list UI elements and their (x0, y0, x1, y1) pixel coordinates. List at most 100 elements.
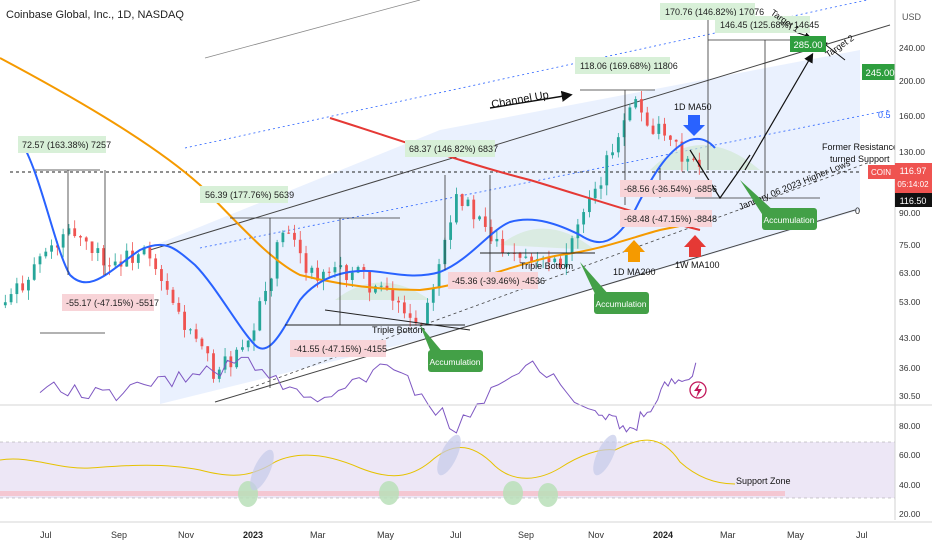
channel-upper-line (149, 24, 891, 251)
candle-body (588, 198, 591, 213)
candle-body (96, 248, 100, 253)
price-tick-130: 130.00 (899, 147, 925, 157)
candle-body (368, 271, 372, 293)
accumulation-pointer-2 (580, 262, 610, 296)
title-text: Coinbase Global, Inc., 1D, NASDAQ (6, 9, 184, 21)
target1-badge (790, 36, 826, 52)
time-tick-mar-23: Mar (310, 530, 326, 540)
candle-body (431, 288, 435, 303)
candle-body (136, 254, 140, 263)
candle-body (327, 271, 331, 273)
measure-text-5: 68.37 (146.82%) 6837 (409, 144, 498, 154)
candle-body (449, 222, 453, 240)
price-tick-36: 36.00 (899, 363, 921, 373)
candle-body (674, 139, 678, 142)
candle-body (246, 340, 250, 348)
candle-body (252, 330, 256, 341)
candle-body (264, 290, 267, 302)
channel-lower-line (214, 209, 856, 403)
rsi-peak-1 (250, 449, 274, 491)
price-tick-200: 200.00 (899, 76, 925, 86)
measure-text-7: 118.06 (169.68%) 11806 (580, 61, 678, 71)
candle-body (90, 241, 94, 253)
measure-text-2: -55.17 (-47.15%) -5517 (66, 298, 159, 308)
measure-box-6 (448, 272, 538, 289)
candle-body (113, 261, 117, 266)
last-price: 116.97 (900, 166, 927, 176)
prev-close-badge (895, 193, 932, 207)
candle-body (680, 141, 684, 162)
candle-body (217, 369, 221, 379)
candle-body (165, 281, 169, 290)
rsi-peak-3 (593, 434, 617, 476)
accumulation-text-3: Accumulation (763, 215, 814, 225)
rsi-touch-4 (538, 483, 558, 507)
accumulation-badge-1 (428, 350, 483, 372)
candle-body (131, 250, 134, 263)
ma50-arrow-icon (683, 115, 705, 136)
rsi-tick-40: 40.00 (899, 480, 921, 490)
candle-body (148, 247, 152, 259)
time-tick-may-24: May (787, 530, 805, 540)
ticker-label: COIN (871, 168, 891, 177)
candle-body (518, 253, 522, 258)
candle-body (576, 224, 580, 239)
lightning-event-icon[interactable] (689, 381, 707, 399)
measure-box-8 (620, 180, 712, 197)
candle-body (374, 286, 377, 293)
candle-body (530, 256, 533, 262)
candle-body (350, 272, 354, 281)
top-grey-line (204, 0, 421, 59)
measure-text-6: -45.36 (-39.46%) -4536 (452, 276, 545, 286)
triple-bottom-line-1b (324, 309, 471, 331)
candle-body (426, 302, 429, 324)
channel-fill-1 (160, 130, 440, 404)
candle-body (559, 258, 562, 268)
candle-body (321, 271, 325, 281)
candle-body (379, 285, 383, 287)
measure-text-4: -41.55 (-47.15%) -4155 (294, 344, 387, 354)
time-tick-2024: 2024 (653, 530, 673, 540)
measure-text-3: 56.39 (177.76%) 5639 (205, 190, 294, 200)
candle-body (316, 267, 319, 281)
time-tick-nov-22: Nov (178, 530, 195, 540)
candle-body (200, 338, 204, 347)
candle-body (206, 346, 210, 354)
candle-body (310, 267, 314, 273)
price-tick-90: 90.00 (899, 208, 921, 218)
prev-close: 116.50 (900, 196, 927, 206)
measure-text-11: 146.45 (125.68%) 14645 (720, 20, 819, 30)
rsi-touch-3 (503, 481, 523, 505)
target2-value: 245.00 (865, 68, 894, 79)
candle-body (108, 265, 111, 267)
candle-body (466, 199, 470, 206)
candle-body (651, 125, 655, 134)
measure-text-1: 72.57 (163.38%) 7257 (22, 140, 111, 150)
candle-body (414, 317, 418, 324)
last-price-badge (895, 163, 932, 193)
candle-body (495, 238, 499, 242)
accumulation-badge-2 (594, 292, 649, 314)
candle-body (293, 232, 296, 240)
accumulation-text-1: Accumulation (429, 357, 480, 367)
target2-badge (862, 64, 898, 80)
time-tick-2023: 2023 (243, 530, 263, 540)
measure-box-10 (660, 3, 755, 20)
candle-body (212, 353, 215, 379)
candle-body (657, 123, 661, 134)
candle-body (32, 264, 36, 280)
ma200-label: 1D MA200 (613, 267, 656, 277)
rsi-tick-80: 80.00 (899, 421, 921, 431)
candle-body (455, 194, 458, 223)
candle-body (154, 258, 158, 270)
accumulation-text-2: Accumulation (595, 299, 646, 309)
candle-body (524, 256, 528, 258)
candle-body (460, 194, 464, 206)
measure-box-1 (18, 136, 106, 153)
lightning-bolt-icon (694, 383, 702, 398)
candle-body (547, 257, 551, 263)
measure-text-10: 170.76 (146.82%) 17076 (665, 7, 764, 17)
target-badges: 285.00 245.00 (790, 36, 898, 80)
time-tick-sep-22: Sep (111, 530, 127, 540)
candle-body (611, 152, 614, 156)
